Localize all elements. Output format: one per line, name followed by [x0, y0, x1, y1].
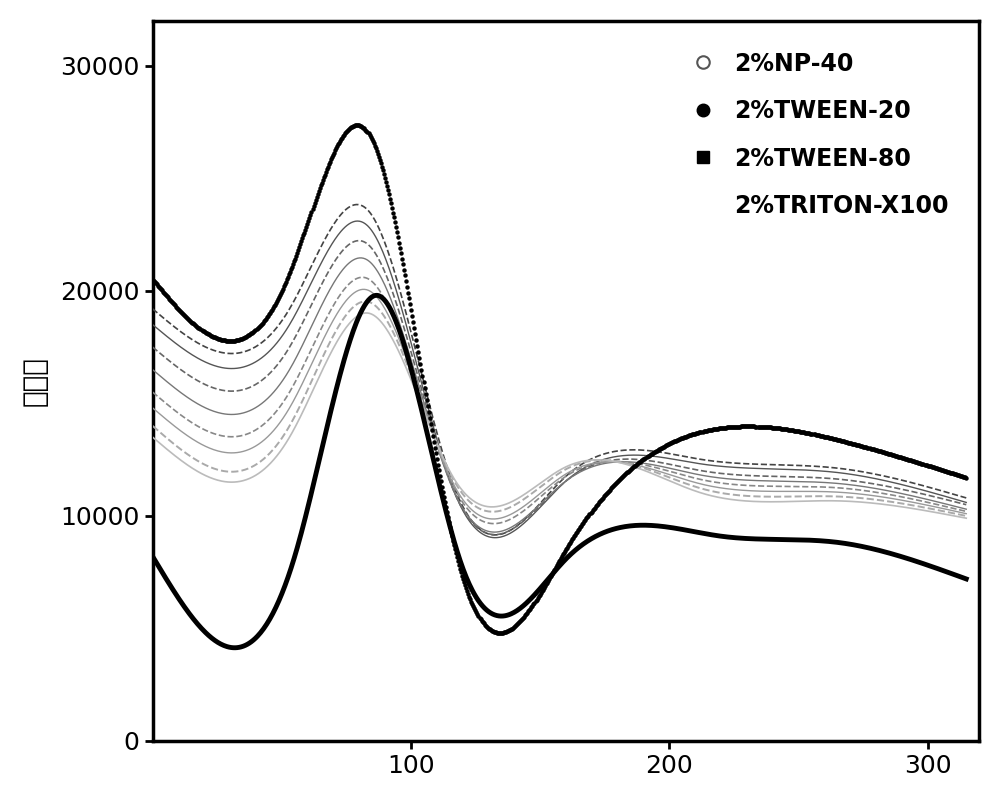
Y-axis label: 荧光值: 荧光值 [21, 356, 49, 406]
Legend: 2%NP-40, 2%TWEEN-20, 2%TWEEN-80, 2%TRITON-X100: 2%NP-40, 2%TWEEN-20, 2%TWEEN-80, 2%TRITO… [673, 33, 967, 237]
